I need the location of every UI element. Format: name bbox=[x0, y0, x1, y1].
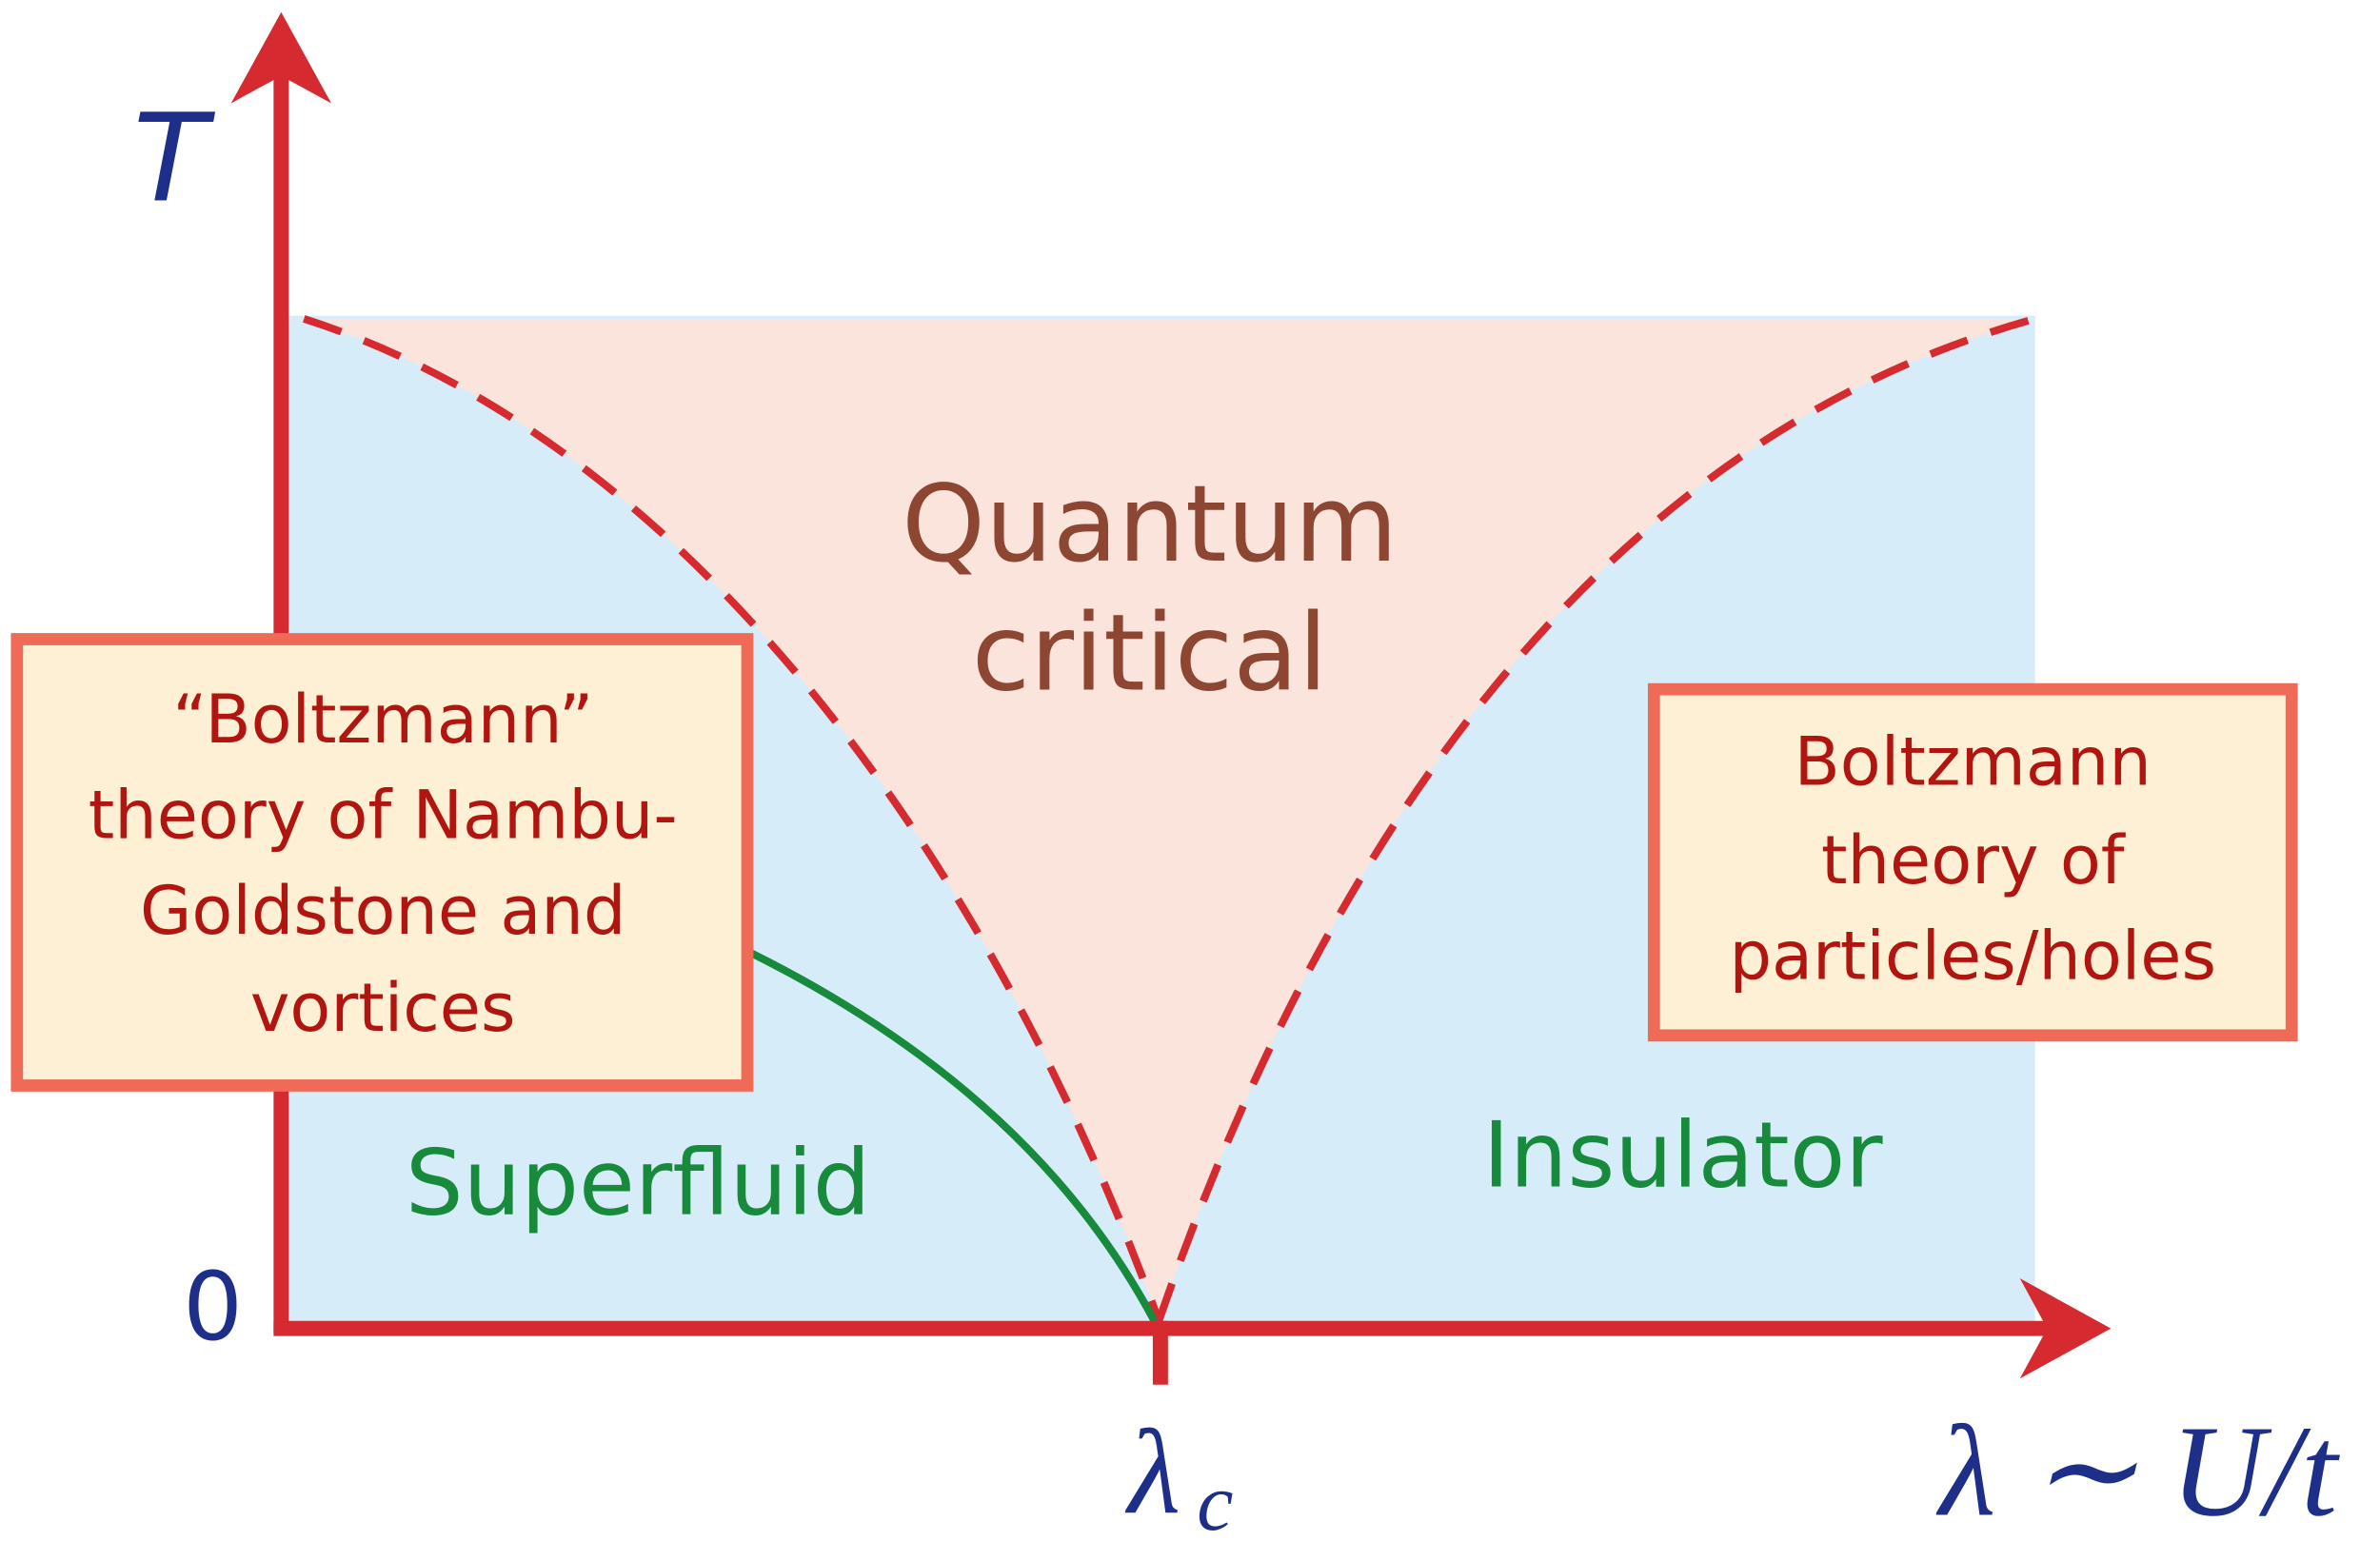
critical-label: λ bbox=[1124, 1404, 1180, 1539]
y-axis-label: T bbox=[133, 89, 216, 230]
box-text: “Boltzmann” bbox=[172, 681, 593, 759]
box-text: Boltzmann bbox=[1795, 723, 2152, 801]
critical-region bbox=[304, 318, 2035, 1321]
box-text: vortices bbox=[250, 969, 516, 1047]
critical-subscript: c bbox=[1197, 1456, 1233, 1541]
crossover-right bbox=[1155, 315, 2036, 1323]
region-label: Superfluid bbox=[406, 1129, 871, 1235]
region-label: Insulator bbox=[1483, 1102, 1884, 1209]
box-text: theory of Nambu- bbox=[89, 776, 678, 854]
box-text: theory of bbox=[1821, 821, 2127, 899]
x-arrow bbox=[2019, 1278, 2112, 1379]
note-box bbox=[1647, 682, 2298, 1042]
box-text: particles/holes bbox=[1730, 918, 2216, 996]
note-box bbox=[10, 633, 754, 1092]
origin-label: 0 bbox=[183, 1253, 243, 1362]
box-text: Goldstone and bbox=[140, 872, 625, 950]
region-label: Quantum bbox=[902, 463, 1398, 586]
y-arrow bbox=[230, 11, 331, 104]
kt-line bbox=[750, 950, 1159, 1323]
x-axis-label: λ ∼ U/t bbox=[1935, 1398, 2340, 1541]
region-label: critical bbox=[972, 592, 1328, 716]
